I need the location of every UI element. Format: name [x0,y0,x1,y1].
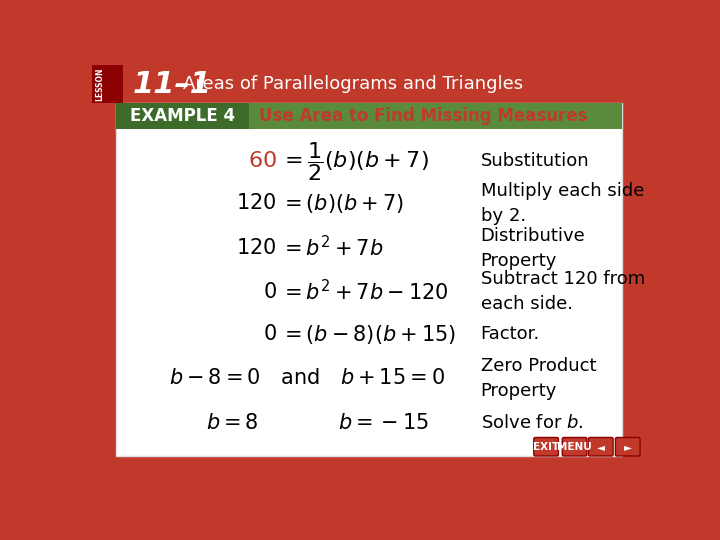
Text: Distributive
Property: Distributive Property [481,227,585,269]
Text: Use Area to Find Missing Measures: Use Area to Find Missing Measures [258,107,587,125]
Text: ◄: ◄ [597,442,605,452]
Text: $= b^{2} + 7b$: $= b^{2} + 7b$ [281,235,384,261]
Text: $120$: $120$ [236,238,276,258]
Bar [92,457,647,481]
FancyBboxPatch shape [562,437,587,456]
FancyBboxPatch shape [616,437,640,456]
Bar [117,103,621,130]
Text: Substitution: Substitution [481,152,589,170]
Text: Areas of Parallelograms and Triangles: Areas of Parallelograms and Triangles [183,75,523,93]
Text: LESSON: LESSON [95,68,104,101]
Text: Solve for $b$.: Solve for $b$. [481,414,583,432]
Text: Factor.: Factor. [481,325,540,343]
Text: MENU: MENU [557,442,592,452]
Text: $b = 8$: $b = 8$ [206,413,258,433]
Bar [92,65,647,103]
Text: $0$: $0$ [263,282,276,302]
Text: $= (b - 8)(b + 15)$: $= (b - 8)(b + 15)$ [281,323,456,346]
Bar [92,65,122,103]
Bar [92,103,117,457]
Text: Subtract 120 from
each side.: Subtract 120 from each side. [481,271,645,313]
Bar [117,103,249,130]
Text: $120$: $120$ [236,193,276,213]
Text: $b = -15$: $b = -15$ [338,413,429,433]
FancyBboxPatch shape [534,437,559,456]
Text: $= b^{2} + 7b - 120$: $= b^{2} + 7b - 120$ [281,279,449,305]
Bar [117,103,621,456]
Text: EXAMPLE 4: EXAMPLE 4 [130,107,235,125]
Text: EXIT: EXIT [533,442,559,452]
Text: $60$: $60$ [248,151,276,171]
Text: ►: ► [624,442,631,452]
Text: Zero Product
Property: Zero Product Property [481,357,596,400]
Text: $= \dfrac{1}{2}(b)(b+7)$: $= \dfrac{1}{2}(b)(b+7)$ [281,139,429,183]
FancyBboxPatch shape [588,437,613,456]
Text: $= (b)(b + 7)$: $= (b)(b + 7)$ [281,192,404,215]
Bar [621,103,647,457]
Text: $b - 8 = 0 \quad \mathrm{and} \quad b + 15 = 0$: $b - 8 = 0 \quad \mathrm{and} \quad b + … [168,368,445,388]
Text: 11–1: 11–1 [132,70,212,98]
Text: Multiply each side
by 2.: Multiply each side by 2. [481,182,644,225]
Text: $0$: $0$ [263,325,276,345]
